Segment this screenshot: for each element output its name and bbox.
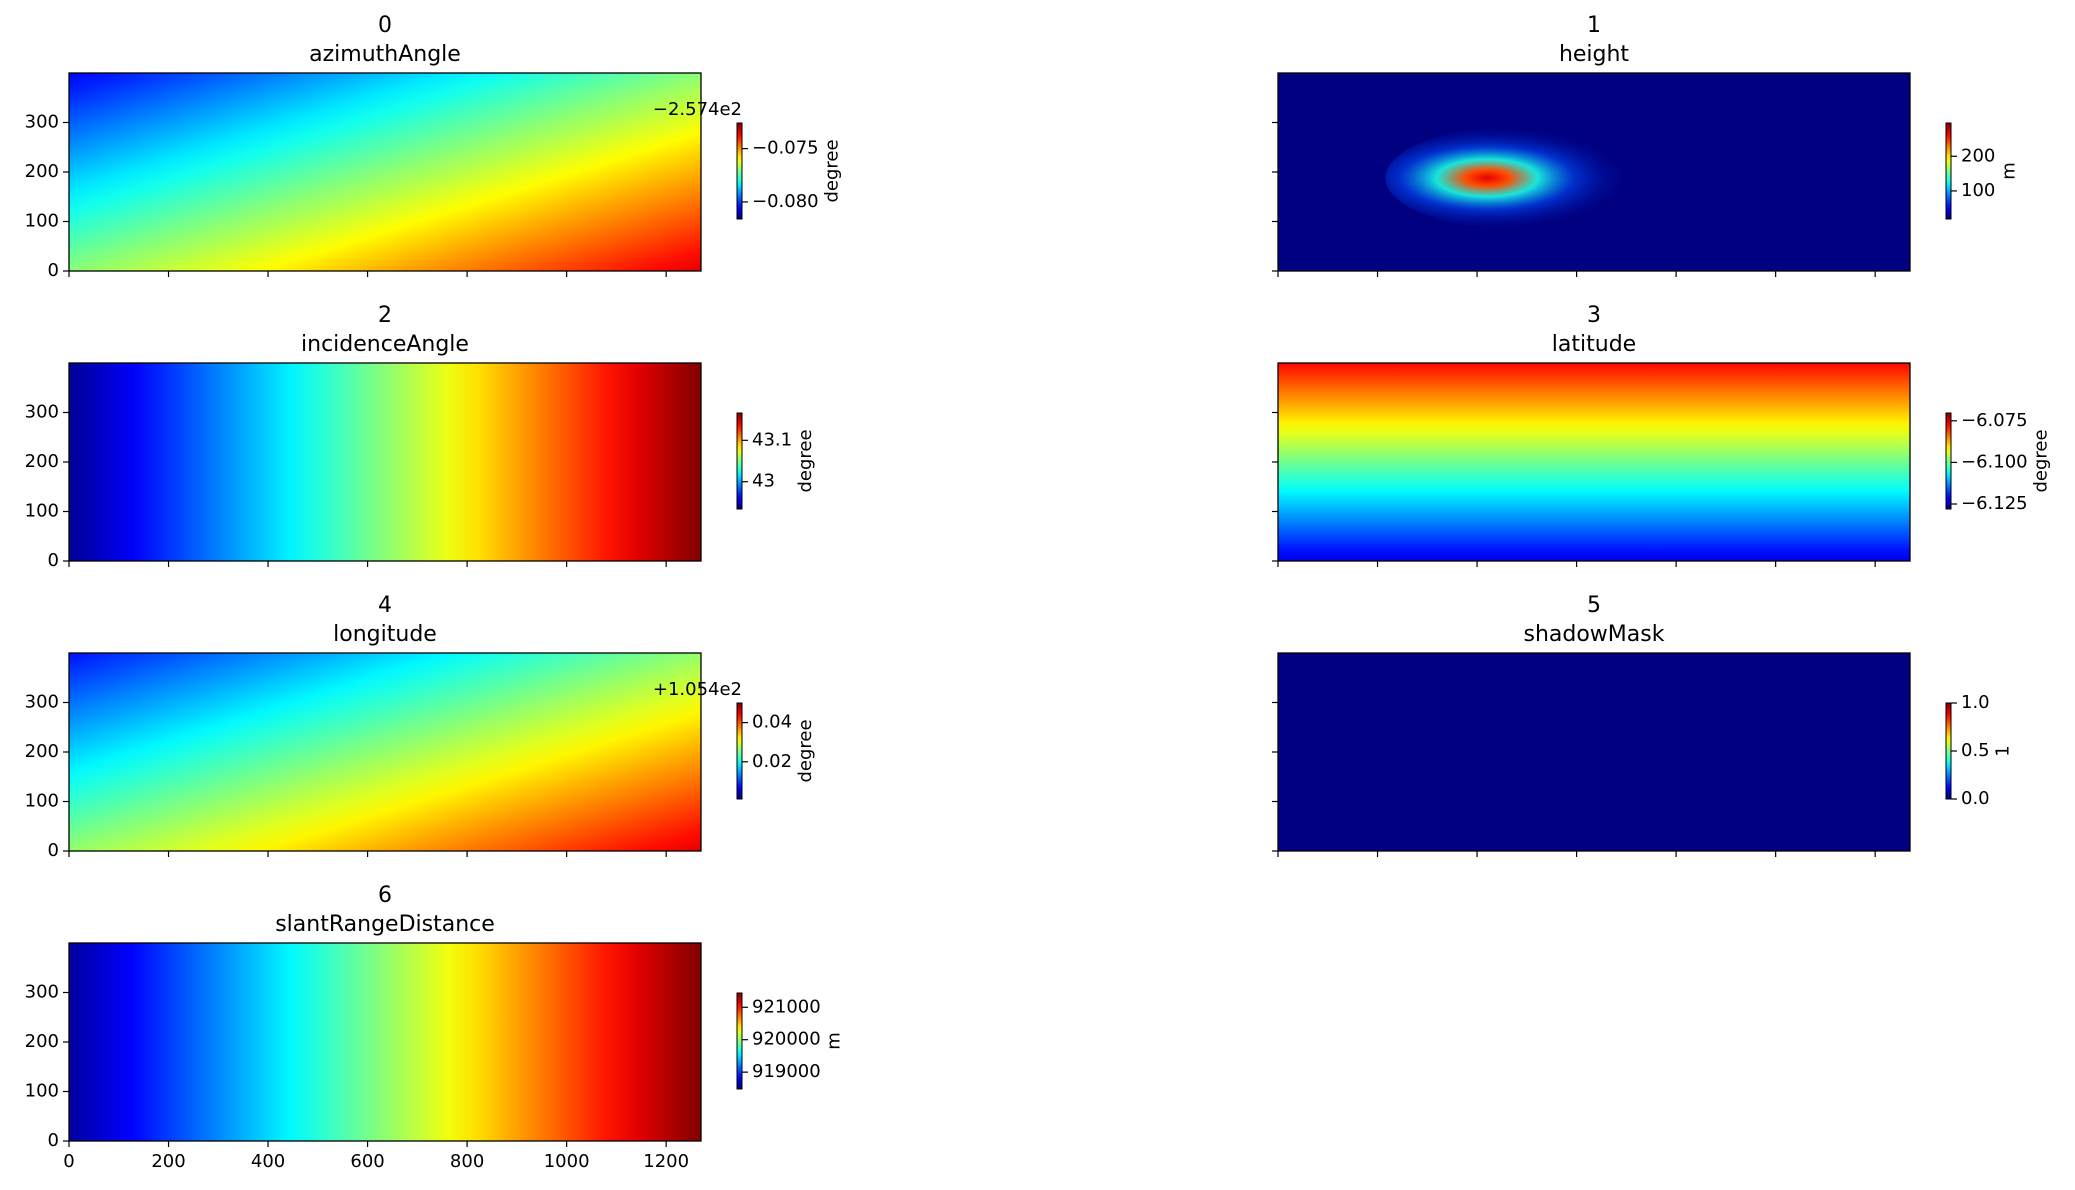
colorbar-tick-label: 0.02 xyxy=(752,751,792,772)
colorbar-label: m xyxy=(824,1032,845,1050)
colorbar-tick-label: 43 xyxy=(752,471,775,492)
x-tick-label: 0 xyxy=(63,1151,74,1172)
y-tick-label: 0 xyxy=(48,1130,59,1151)
y-tick-label: 300 xyxy=(25,402,59,423)
y-tick-label: 200 xyxy=(25,1031,59,1052)
x-tick-label: 800 xyxy=(450,1151,484,1172)
y-tick-label: 200 xyxy=(25,741,59,762)
colorbar-tick-label: 1.0 xyxy=(1961,692,1990,713)
subplot-title: 5 xyxy=(1587,593,1601,618)
colorbar xyxy=(736,992,743,1090)
colorbar-label: degree xyxy=(795,429,816,492)
heatmap-image xyxy=(1278,363,1910,561)
subplot-title: 1 xyxy=(1587,13,1601,38)
subplot: 2 incidenceAngle 0 100 200 300 43 43.1 degree xyxy=(25,303,816,571)
colorbar xyxy=(1945,412,1952,510)
colorbar-tick-label: 919000 xyxy=(752,1061,821,1082)
colorbar-tick-label: −0.075 xyxy=(752,138,819,159)
colorbar-tick-label: 100 xyxy=(1961,180,1995,201)
colorbar-label: degree xyxy=(795,719,816,782)
y-tick-label: 100 xyxy=(25,211,59,232)
colorbar-tick-label: 921000 xyxy=(752,996,821,1017)
colorbar xyxy=(736,702,743,800)
x-tick-label: 600 xyxy=(350,1151,384,1172)
colorbar xyxy=(736,122,743,220)
colorbar-offset: +1.054e2 xyxy=(653,679,742,700)
y-tick-label: 100 xyxy=(25,791,59,812)
y-tick-label: 0 xyxy=(48,550,59,571)
x-tick-label: 400 xyxy=(251,1151,285,1172)
y-tick-label: 100 xyxy=(25,501,59,522)
subplot-subtitle: height xyxy=(1559,42,1629,67)
heatmap-feature xyxy=(1385,124,1677,232)
x-tick-label: 1200 xyxy=(643,1151,689,1172)
heatmap-image xyxy=(69,653,701,851)
subplot: 4 longitude 0 100 200 300 0.02 0.04 degree +1.054… xyxy=(25,593,816,861)
colorbar-label: 1 xyxy=(1993,745,2014,756)
subplot: 5 shadowMask 0.0 0.5 1.0 1 xyxy=(1272,593,2014,857)
colorbar-label: degree xyxy=(2031,429,2052,492)
colorbar-tick-label: −6.075 xyxy=(1961,410,2028,431)
y-tick-label: 300 xyxy=(25,692,59,713)
y-tick-label: 0 xyxy=(48,840,59,861)
colorbar-offset: −2.574e2 xyxy=(653,99,742,120)
subplot-subtitle: slantRangeDistance xyxy=(275,912,495,937)
colorbar xyxy=(736,412,743,510)
y-tick-label: 100 xyxy=(25,1081,59,1102)
subplot: 0 azimuthAngle 0 100 200 300 −0.080 −0.075 degre… xyxy=(25,13,843,281)
subplot-title: 6 xyxy=(378,883,392,908)
y-tick-label: 200 xyxy=(25,161,59,182)
subplot-subtitle: shadowMask xyxy=(1524,622,1665,647)
y-tick-label: 300 xyxy=(25,982,59,1003)
subplot-title: 4 xyxy=(378,593,392,618)
y-tick-label: 200 xyxy=(25,451,59,472)
colorbar-tick-label: −6.125 xyxy=(1961,493,2028,514)
y-tick-label: 0 xyxy=(48,260,59,281)
heatmap-image xyxy=(69,943,701,1141)
heatmap-image xyxy=(69,73,701,271)
subplot-title: 2 xyxy=(378,303,392,328)
y-tick-label: 300 xyxy=(25,112,59,133)
subplot-subtitle: latitude xyxy=(1552,332,1636,357)
heatmap-image xyxy=(1278,653,1910,851)
colorbar xyxy=(1945,702,1952,800)
colorbar-tick-label: 200 xyxy=(1961,145,1995,166)
colorbar-tick-label: 920000 xyxy=(752,1029,821,1050)
colorbar-label: degree xyxy=(822,139,843,202)
subplot-subtitle: incidenceAngle xyxy=(301,332,469,357)
colorbar-tick-label: −0.080 xyxy=(752,191,819,212)
subplot-title: 0 xyxy=(378,13,392,38)
colorbar-tick-label: 0.0 xyxy=(1961,788,1990,809)
subplot-subtitle: azimuthAngle xyxy=(309,42,461,67)
colorbar-tick-label: 0.04 xyxy=(752,712,792,733)
colorbar-tick-label: −6.100 xyxy=(1961,451,2028,472)
colorbar-label: m xyxy=(1998,162,2019,180)
colorbar xyxy=(1945,122,1952,220)
subplot-title: 3 xyxy=(1587,303,1601,328)
heatmap-image xyxy=(69,363,701,561)
x-tick-label: 200 xyxy=(151,1151,185,1172)
subplot-subtitle: longitude xyxy=(333,622,437,647)
x-tick-label: 1000 xyxy=(544,1151,590,1172)
colorbar-tick-label: 43.1 xyxy=(752,429,792,450)
colorbar-tick-label: 0.5 xyxy=(1961,740,1990,761)
